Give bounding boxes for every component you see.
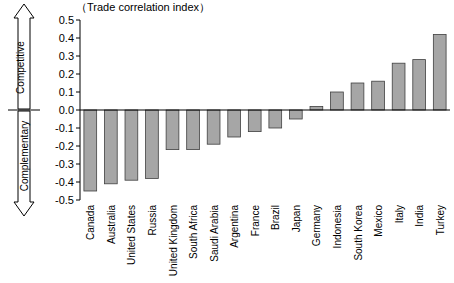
x-tick-label: United States (126, 205, 137, 265)
x-axis (80, 110, 450, 111)
y-tick-label: 0.4 (59, 32, 74, 44)
x-tick-label: Japan (291, 205, 302, 232)
y-tick (76, 164, 80, 165)
arrow-up (14, 4, 34, 109)
x-tick-label: Turkey (435, 205, 446, 235)
annotation: Competitive (15, 41, 26, 94)
bar (413, 60, 426, 110)
chart: （Trade correlation index） -0.5 -0.4 -0.3 -0.… (0, 0, 454, 283)
y-tick-label: 0.1 (59, 86, 74, 98)
arrow-down (14, 111, 34, 216)
y-tick-label: 0.5 (59, 14, 74, 26)
y-tick (76, 92, 80, 93)
bar (351, 83, 364, 110)
x-tick-label: Italy (394, 205, 405, 223)
y-tick (76, 74, 80, 75)
x-tick-label: India (414, 205, 425, 227)
x-tick-label: Russia (147, 205, 158, 236)
x-tick-label: United Kingdom (168, 205, 179, 276)
bar (331, 92, 344, 110)
x-tick-label: Mexico (373, 205, 384, 237)
bar (269, 110, 282, 128)
x-tick-label: Indonesia (332, 205, 343, 249)
y-tick-label: -0.1 (55, 122, 74, 134)
y-tick-label: 0.3 (59, 50, 74, 62)
bar (84, 110, 97, 191)
x-tick-label: France (250, 205, 261, 237)
y-tick-label: -0.2 (55, 140, 74, 152)
y-tick-label: 0.0 (59, 104, 74, 116)
y-tick (76, 146, 80, 147)
y-tick (76, 200, 80, 201)
x-tick-label: Brazil (270, 205, 281, 230)
x-tick-label: Saudi Arabia (209, 205, 220, 262)
y-tick (76, 182, 80, 183)
y-tick (76, 56, 80, 57)
bar (372, 81, 385, 110)
arrow-divider (8, 110, 40, 111)
x-tick-label: South Korea (353, 205, 364, 261)
y-tick-label: -0.3 (55, 158, 74, 170)
bar (187, 110, 200, 150)
bar (166, 110, 179, 150)
annotation: Complementary (19, 121, 30, 192)
y-tick (76, 38, 80, 39)
x-tick-label: Germany (311, 205, 322, 246)
bar (228, 110, 241, 137)
bar (104, 110, 117, 184)
y-tick (76, 20, 80, 21)
bar (392, 63, 405, 110)
bar (248, 110, 261, 132)
x-tick-label: Argentina (229, 205, 240, 248)
x-tick-label: Canada (85, 205, 96, 240)
bar (289, 110, 302, 119)
bar (310, 106, 323, 110)
bar (125, 110, 138, 180)
y-tick-label: -0.5 (55, 194, 74, 206)
y-tick-label: -0.4 (55, 176, 74, 188)
x-tick-label: South Africa (188, 205, 199, 259)
y-tick-label: 0.2 (59, 68, 74, 80)
bars (84, 34, 446, 191)
y-tick (76, 110, 80, 111)
bar (207, 110, 220, 144)
bar (433, 34, 446, 110)
y-tick (76, 128, 80, 129)
y-label: （Trade correlation index） (76, 1, 210, 13)
bar (146, 110, 159, 178)
x-tick-label: Australia (106, 205, 117, 244)
